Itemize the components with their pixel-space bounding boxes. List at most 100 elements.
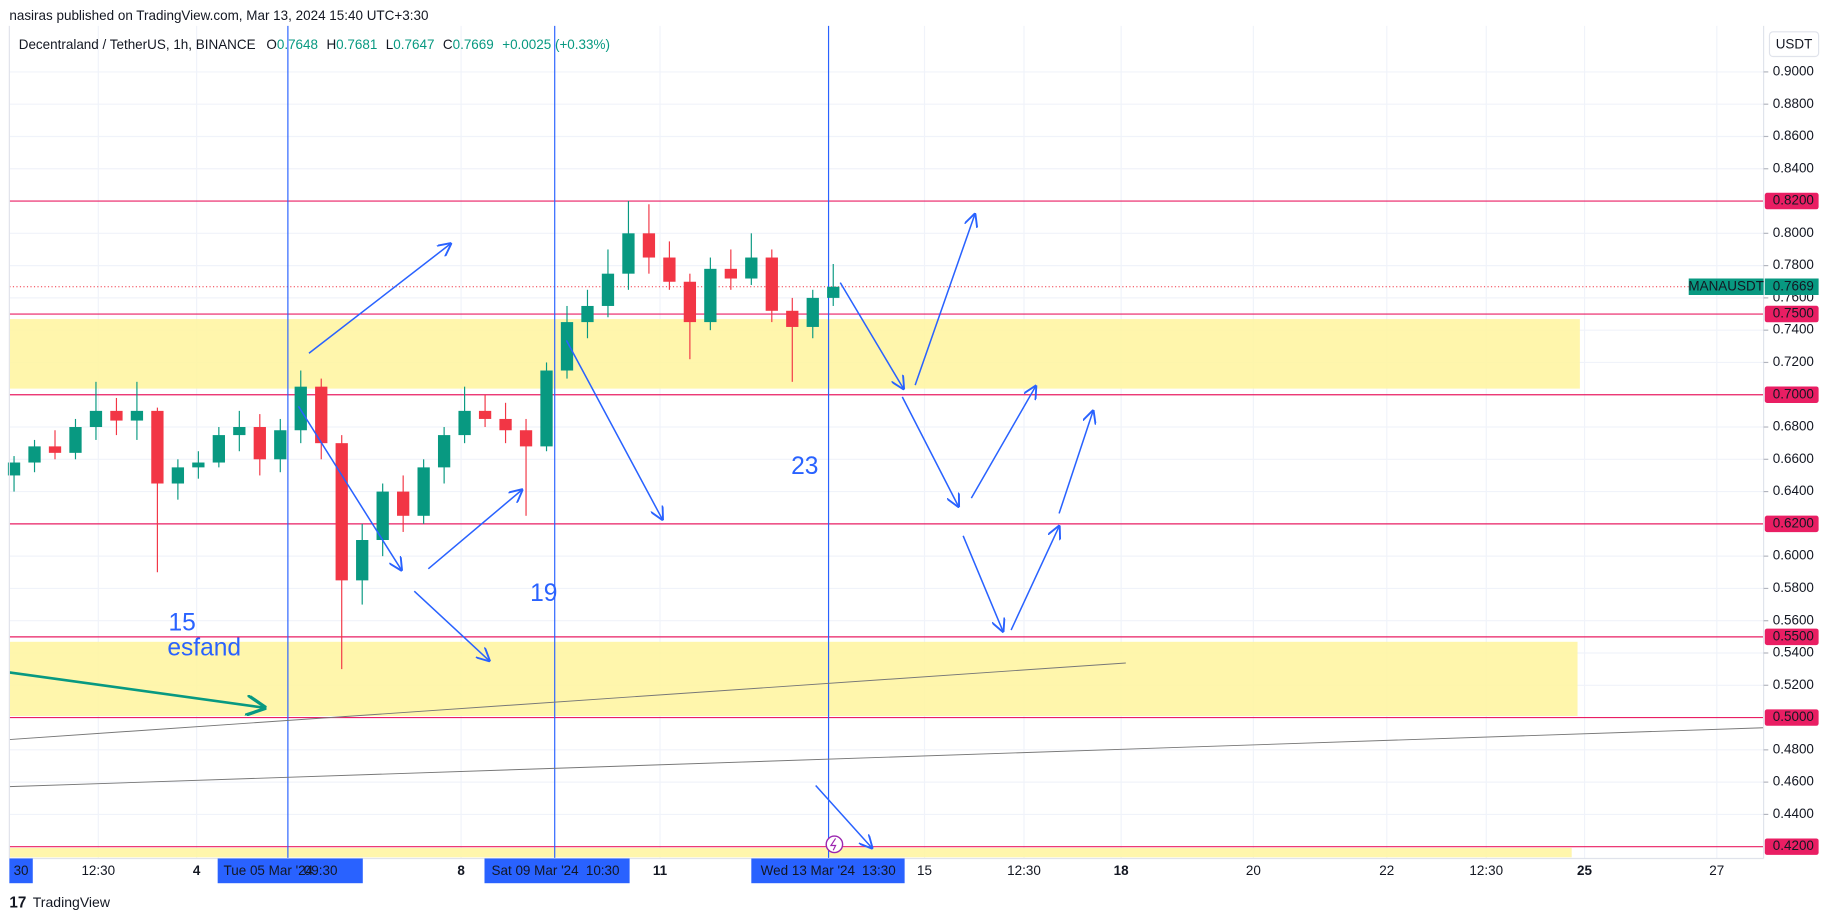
- y-tick-label: 0.7800: [1773, 257, 1814, 272]
- annotation: 19: [530, 580, 557, 607]
- level-label: 0.8200: [1773, 193, 1814, 208]
- candle-body: [827, 286, 840, 298]
- level-box: [1764, 628, 1819, 646]
- candle-body: [560, 322, 574, 371]
- zone: [9, 319, 1580, 389]
- trend-line: [9, 662, 1126, 741]
- y-tick-label: 0.7200: [1773, 354, 1814, 369]
- time-highlight: [9, 858, 33, 884]
- candle-body: [335, 443, 348, 581]
- y-tick-label: 0.5600: [1773, 612, 1814, 627]
- ohlc-key: L: [386, 36, 394, 51]
- y-tick-label: 0.4600: [1773, 774, 1814, 789]
- candle-body: [601, 273, 615, 306]
- y-tick-label: 0.6400: [1773, 483, 1814, 498]
- level-label: 0.4200: [1773, 838, 1814, 853]
- arrow: [308, 244, 451, 354]
- candle-body: [294, 386, 307, 431]
- level-box: [1764, 192, 1819, 210]
- arrows: [297, 214, 1093, 848]
- candle-body: [315, 386, 328, 444]
- annotation: 23: [791, 453, 818, 480]
- symbol-legend: Decentraland / TetherUS, 1h, BINANCE O0.…: [19, 36, 610, 51]
- arrow: [413, 590, 489, 660]
- x-tick-label: 12:30: [1469, 863, 1503, 878]
- arrow: [970, 386, 1035, 499]
- candle-body: [663, 257, 676, 282]
- grid: [9, 25, 1764, 859]
- annotation: 15: [169, 610, 196, 637]
- y-tick-label: 0.9000: [1773, 63, 1814, 78]
- ohlc-value: 0.7647: [393, 36, 434, 51]
- x-tick-label: 25: [1577, 863, 1592, 878]
- level-box: [1764, 709, 1819, 726]
- ohlc-key: H: [326, 36, 336, 51]
- x-tick-label: 27: [1709, 863, 1724, 878]
- candle-body: [212, 435, 225, 463]
- arrow: [427, 490, 522, 570]
- candle-body: [622, 233, 635, 274]
- candle-body: [28, 446, 41, 463]
- candle-body: [89, 410, 103, 428]
- level-box: [1764, 386, 1819, 403]
- candle-body: [253, 427, 266, 460]
- time-highlight: [217, 858, 363, 884]
- candle-body: [233, 427, 246, 436]
- candle-body: [274, 430, 287, 460]
- last-price-box: [1764, 278, 1819, 295]
- ohlc-value: 0.7648: [277, 36, 318, 51]
- candle-body: [151, 410, 164, 484]
- x-tick-label: 09:30: [304, 863, 338, 878]
- y-tick-label: 0.4800: [1773, 741, 1814, 756]
- y-tick-label: 0.8800: [1773, 96, 1814, 111]
- candle-body: [724, 268, 737, 279]
- candle-body: [437, 435, 451, 468]
- candle-body: [806, 297, 819, 327]
- level-label: 0.7500: [1773, 306, 1814, 321]
- x-tick-label: 11: [653, 863, 668, 878]
- last-price-name: MANAUSDT: [1688, 278, 1764, 293]
- ohlc-key: C: [443, 36, 453, 51]
- candle-body: [130, 410, 144, 421]
- level-label: 0.7000: [1773, 386, 1814, 401]
- currency-button[interactable]: [1768, 31, 1820, 58]
- currency: USDT: [1776, 36, 1813, 51]
- y-tick-label: 0.5400: [1773, 645, 1814, 660]
- candle-body: [683, 281, 697, 323]
- x-tick-label: 12:30: [81, 863, 115, 878]
- event-icon[interactable]: [825, 835, 844, 854]
- arrow: [297, 405, 401, 570]
- green-arrow: [9, 671, 264, 707]
- candle-body: [499, 418, 512, 431]
- arrow: [565, 339, 662, 519]
- level-box: [1764, 305, 1819, 323]
- candle-body: [642, 233, 656, 258]
- x-tick-label: Sat 09 Mar '24: [492, 863, 580, 878]
- arrow: [1058, 411, 1093, 514]
- y-tick-label: 0.7400: [1773, 322, 1814, 337]
- candle-body: [581, 305, 594, 323]
- candle-body: [376, 491, 389, 541]
- arrow: [962, 535, 1003, 631]
- x-tick-label: Tue 05 Mar '24: [224, 863, 314, 878]
- candle-body: [478, 410, 492, 419]
- x-tick-label: 12:30: [1007, 863, 1041, 878]
- x-tick-label: 18: [1114, 863, 1129, 878]
- x-tick-label: 13:30: [862, 863, 896, 878]
- candle-body: [397, 491, 410, 516]
- candle-body: [192, 462, 205, 468]
- candle-body: [519, 430, 533, 447]
- ohlc-key: O: [266, 36, 276, 51]
- change: +0.0025 (+0.33%): [502, 36, 610, 51]
- y-tick-label: 0.6600: [1773, 451, 1814, 466]
- event-icon-bolt: [829, 838, 837, 851]
- level-box: [1764, 838, 1819, 855]
- candle-body: [48, 446, 62, 453]
- arrow: [839, 282, 903, 389]
- annotation: esfand: [167, 634, 241, 661]
- candle-body: [417, 467, 430, 516]
- arrow: [815, 784, 872, 847]
- price-axis: 0.9000 0.8800 0.8600 0.8400 0.8000 0.7800 0.76…: [1688, 63, 1819, 855]
